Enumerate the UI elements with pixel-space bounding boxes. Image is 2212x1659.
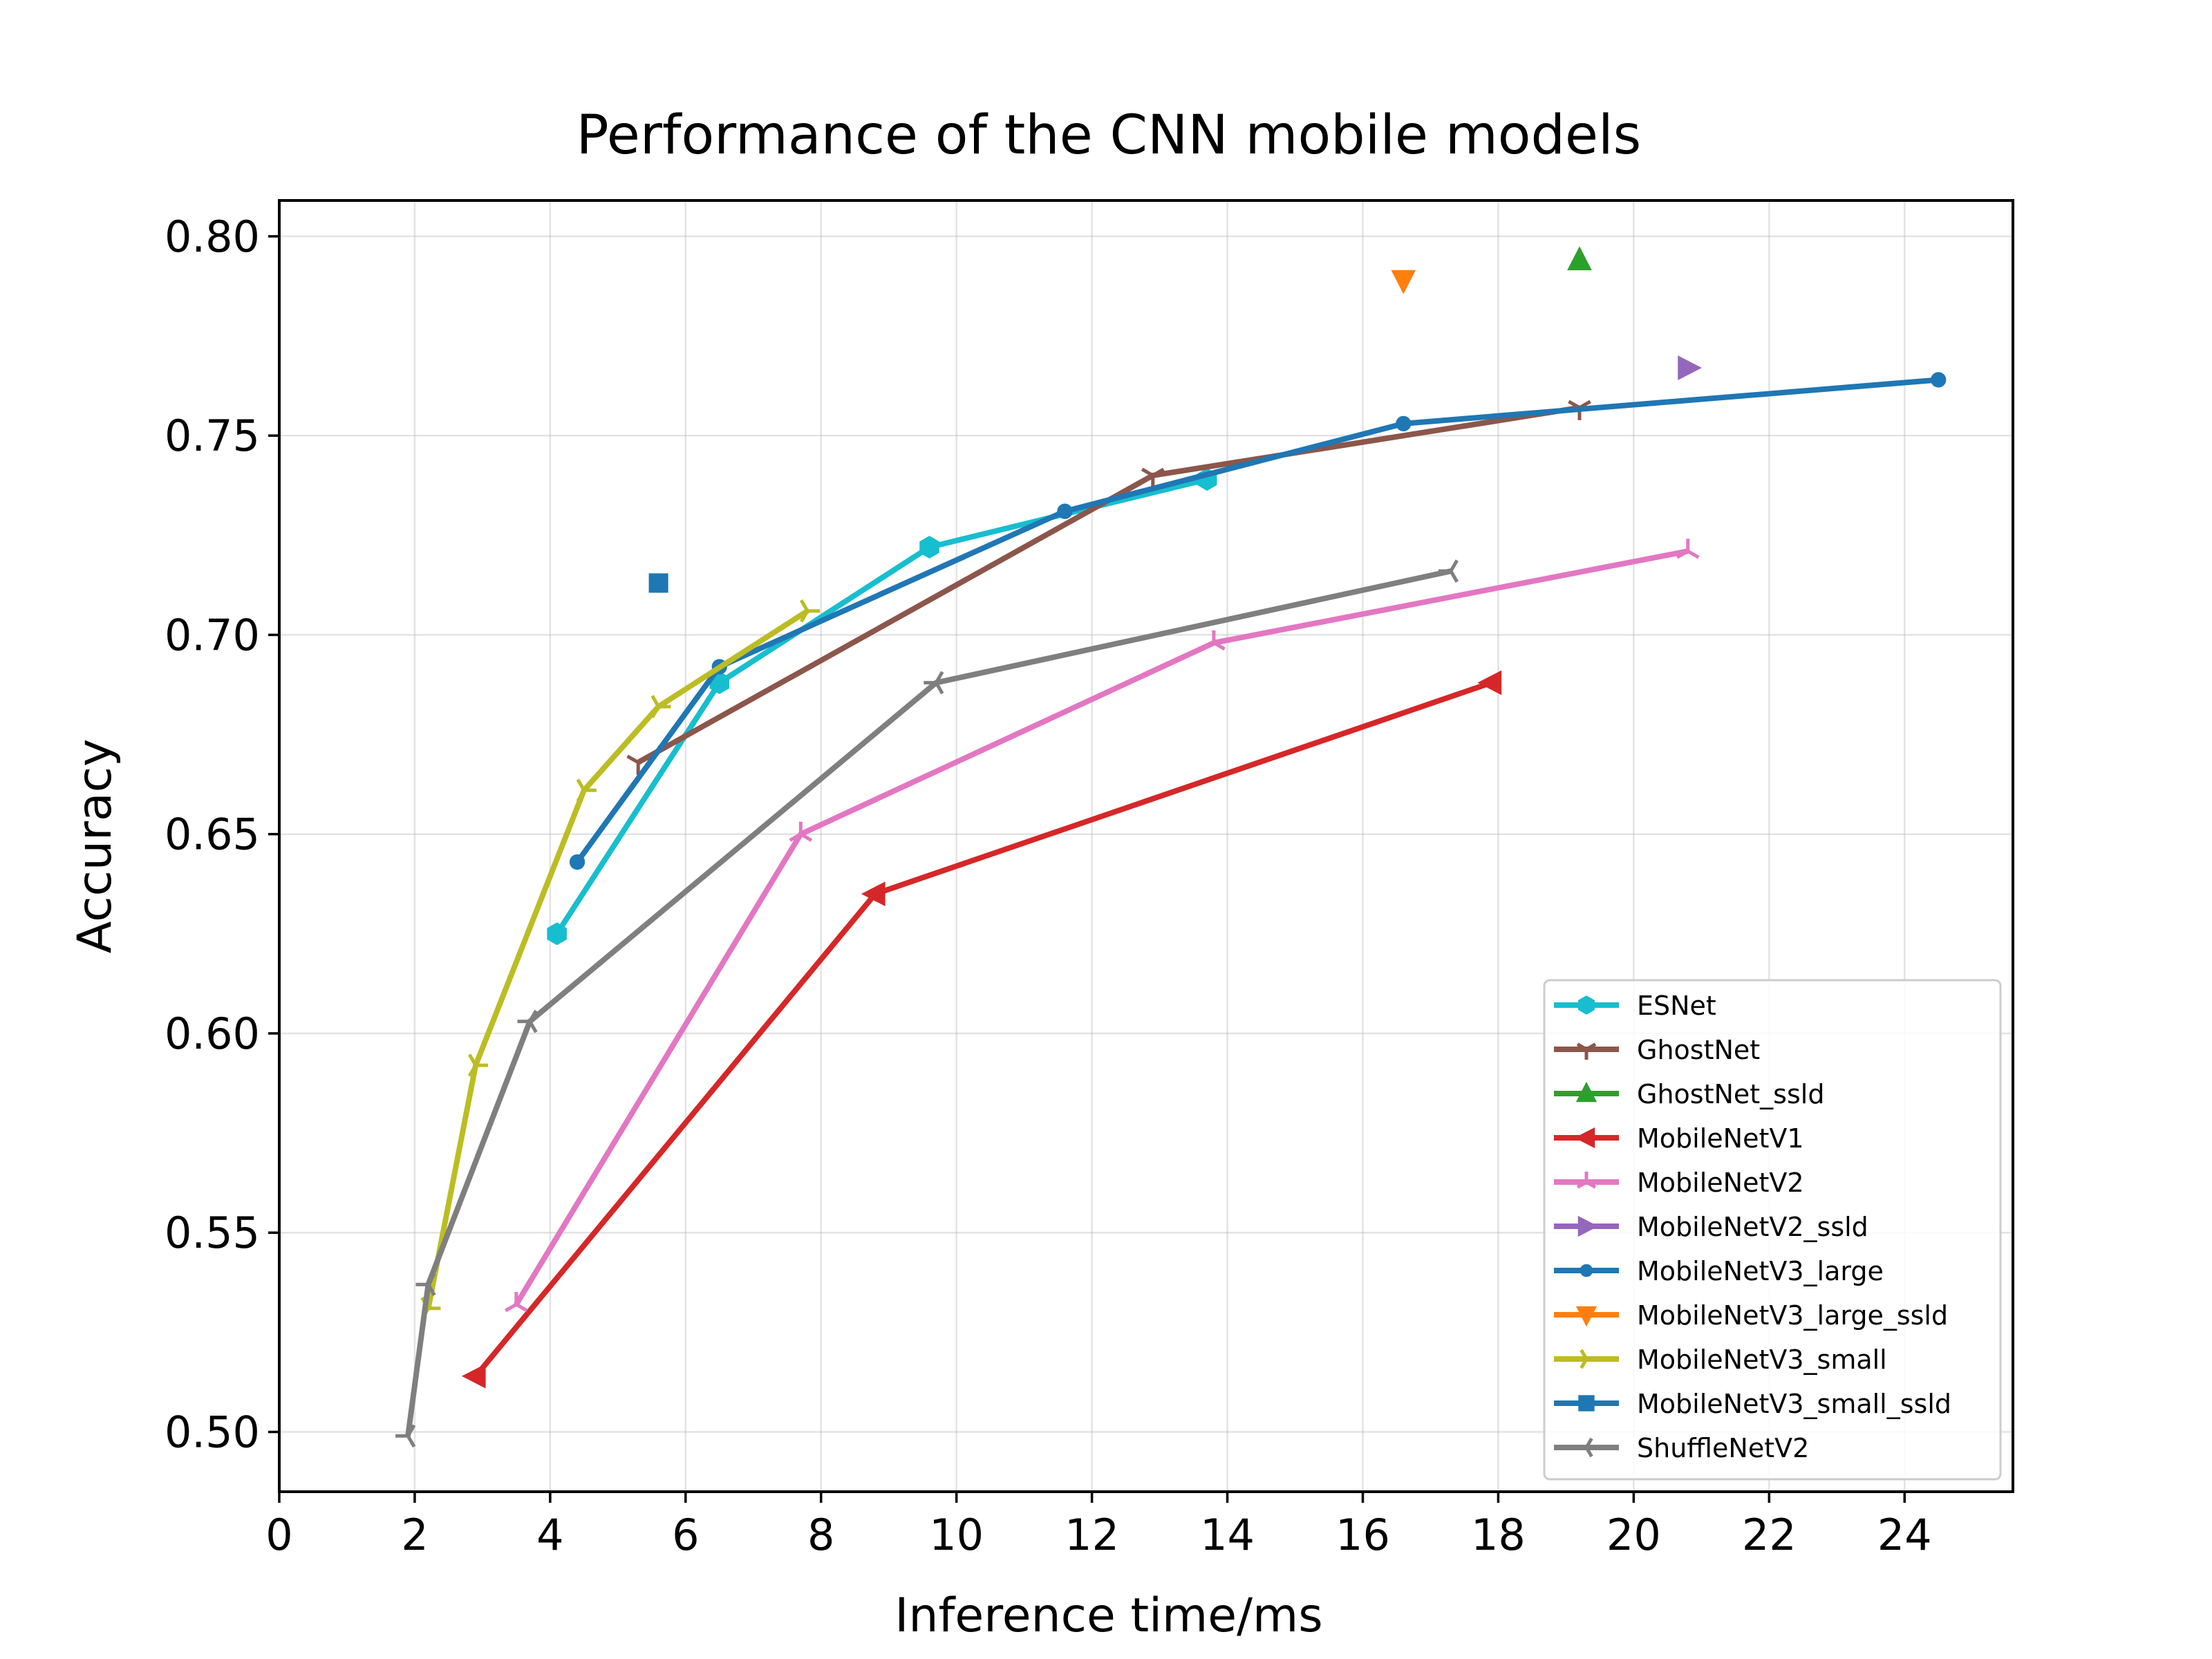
series-ghostnet: [626, 400, 1591, 775]
legend-marker: [1578, 1395, 1595, 1412]
data-point: [415, 1273, 436, 1297]
legend-label: MobileNetV1: [1637, 1123, 1804, 1154]
legend-marker: [1580, 1349, 1597, 1369]
series-ghostnet-ssld: [1567, 246, 1592, 270]
x-tick-label: 22: [1742, 1510, 1797, 1560]
data-point: [569, 854, 585, 870]
data-point: [789, 821, 813, 842]
legend-item: MobileNetV3_small_ssld: [1554, 1389, 1951, 1419]
legend-item: MobileNetV2_ssld: [1554, 1212, 1868, 1242]
x-tick-label: 6: [672, 1510, 699, 1560]
legend-label: MobileNetV3_small_ssld: [1637, 1389, 1951, 1419]
data-point: [505, 1292, 528, 1313]
legend-item: MobileNetV3_large_ssld: [1554, 1300, 1948, 1331]
plot-frame: [278, 199, 2014, 1493]
data-point: [395, 1424, 416, 1448]
data-point: [1391, 270, 1416, 294]
legend-marker: [1576, 1172, 1597, 1189]
legend-item: MobileNetV2: [1554, 1168, 1804, 1198]
legend-item: MobileNetV3_small: [1554, 1344, 1887, 1375]
data-point: [461, 1363, 486, 1389]
x-tick-label: 24: [1877, 1510, 1932, 1560]
x-tick-label: 2: [401, 1510, 428, 1560]
data-point: [547, 922, 567, 946]
legend-label: MobileNetV2: [1637, 1168, 1804, 1198]
data-point: [1396, 415, 1412, 432]
legend-label: ShuffleNetV2: [1637, 1433, 1809, 1463]
data-point: [1057, 503, 1073, 519]
y-tick-label: 0.60: [165, 1009, 260, 1059]
x-tick-label: 10: [929, 1510, 984, 1560]
legend: ESNet GhostNet GhostNet_ssld MobileNetV1 Mob…: [1543, 979, 2002, 1481]
series-mobilenetv3-small-ssld: [648, 573, 668, 593]
data-point: [1202, 630, 1226, 651]
x-tick-label: 4: [536, 1510, 563, 1560]
data-point: [1477, 670, 1502, 695]
data-point: [576, 778, 597, 803]
data-point: [861, 881, 885, 907]
legend-label: ESNet: [1637, 991, 1716, 1021]
x-tick-label: 18: [1471, 1510, 1526, 1560]
axis-ticks: 0 2 4 6 8 10 12 14 16 18 20 22 240.500.550.600.650.7…: [165, 212, 1932, 1560]
data-point: [919, 536, 939, 559]
legend-marker: [1576, 1042, 1597, 1060]
y-tick-label: 0.65: [165, 809, 260, 860]
legend-label: MobileNetV2_ssld: [1637, 1212, 1868, 1242]
x-tick-label: 20: [1606, 1510, 1661, 1560]
series-mobilenetv2: [505, 538, 1700, 1313]
y-tick-label: 0.80: [165, 212, 260, 262]
series-mobilenetv2-ssld: [1678, 355, 1702, 380]
data-point: [467, 1053, 489, 1077]
legend-item: MobileNetV1: [1554, 1123, 1804, 1154]
series-mobilenetv1: [461, 670, 1502, 1389]
y-tick-label: 0.55: [165, 1208, 260, 1258]
data-point: [626, 754, 650, 775]
y-tick-label: 0.70: [165, 610, 260, 660]
x-tick-label: 16: [1335, 1510, 1390, 1560]
legend-item: GhostNet: [1554, 1035, 1760, 1065]
legend-marker: [1575, 1306, 1597, 1327]
x-tick-label: 0: [265, 1510, 292, 1560]
data-point: [650, 695, 671, 719]
legend-item: ESNet: [1554, 991, 1716, 1021]
legend-marker: [1580, 1264, 1593, 1277]
data-point: [517, 1009, 538, 1033]
data-point: [924, 671, 944, 695]
legend-item: ShuffleNetV2: [1554, 1433, 1809, 1463]
legend-label: MobileNetV3_large: [1637, 1256, 1884, 1286]
chart-title: Performance of the CNN mobile models: [577, 104, 1642, 167]
x-axis-label: Inference time/ms: [894, 1588, 1322, 1643]
legend-marker: [1577, 995, 1595, 1015]
data-point: [1931, 372, 1947, 388]
data-point: [1678, 355, 1702, 380]
y-axis-label: Accuracy: [68, 739, 122, 953]
legend-box: [1543, 979, 2002, 1481]
legend-marker: [1576, 1437, 1593, 1458]
data-point: [1438, 559, 1459, 583]
y-tick-label: 0.75: [165, 411, 260, 461]
legend-item: MobileNetV3_large: [1554, 1256, 1884, 1286]
legend-label: MobileNetV3_large_ssld: [1637, 1300, 1948, 1331]
x-tick-label: 14: [1200, 1510, 1255, 1560]
y-tick-label: 0.50: [165, 1407, 260, 1458]
series-line: [514, 548, 1689, 1306]
legend-label: GhostNet_ssld: [1637, 1079, 1824, 1109]
legend-marker: [1574, 1127, 1595, 1149]
series-mobilenetv3-large-ssld: [1391, 270, 1416, 294]
legend-marker: [1575, 1081, 1597, 1103]
plot-series: [395, 246, 1947, 1448]
data-point: [648, 573, 668, 593]
x-tick-label: 12: [1065, 1510, 1119, 1560]
x-tick-label: 8: [807, 1510, 834, 1560]
legend-item: GhostNet_ssld: [1554, 1079, 1824, 1109]
legend-label: MobileNetV3_small: [1637, 1344, 1887, 1375]
legend-marker: [1577, 1215, 1599, 1237]
series-shufflenetv2: [395, 559, 1459, 1448]
legend-label: GhostNet: [1637, 1035, 1760, 1065]
data-point: [1676, 538, 1700, 559]
data-point: [799, 599, 821, 623]
data-point: [1567, 246, 1592, 270]
